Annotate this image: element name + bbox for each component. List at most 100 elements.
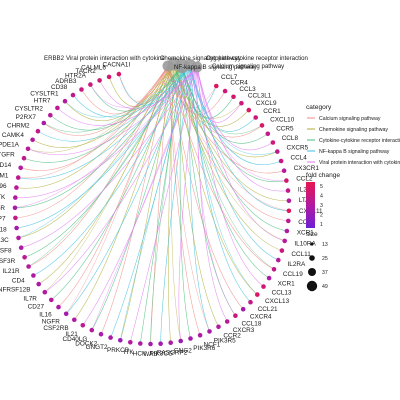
gene-node-ccl7 <box>214 83 219 89</box>
gene-node-pik3r5 <box>207 329 212 334</box>
fold-change-tick-label-5: 5 <box>320 184 323 190</box>
gene-label-cd38: CD38 <box>51 84 68 91</box>
legend: category Calcium signaling pathway Chemok… <box>306 104 400 292</box>
edge-ccr2 <box>173 63 219 327</box>
gene-node-cd27 <box>49 297 54 303</box>
edge-bmp7 <box>15 65 169 219</box>
gene-node-xcr1 <box>284 228 290 234</box>
category-legend-label-viral-protein-interaction-with-cytokine: Viral protein interaction with cytokine <box>319 160 400 166</box>
gene-label-cxcl10: CXCL10 <box>270 116 295 123</box>
gene-node-ccl2 <box>284 178 289 183</box>
edge-ccl13 <box>196 66 264 287</box>
gene-node-itk <box>128 340 133 345</box>
gene-label-bmp7: BMP7 <box>0 216 6 223</box>
size-legend-label-25: 25 <box>322 256 328 262</box>
edge-cxcl13 <box>173 63 258 295</box>
gene-label-ccr2: CCR2 <box>223 333 241 340</box>
gene-label-gngt2: GNGT2 <box>86 344 108 351</box>
gene-node-was <box>148 341 153 347</box>
gene-node-ngfr <box>63 311 69 317</box>
edge-cxcl11 <box>189 64 289 212</box>
size-legend-label-49: 49 <box>322 284 328 290</box>
gene-label-ccr5: CCR5 <box>276 125 294 132</box>
gene-node-layer <box>12 71 292 347</box>
gene-label-pik3r6: PIK3R6 <box>193 345 215 352</box>
gene-label-il2ra: IL2RA <box>288 261 306 268</box>
gene-node-ccl4 <box>278 158 284 164</box>
gene-label-pik3r5: PIK3R5 <box>214 337 236 344</box>
edge-dock2 <box>100 65 169 335</box>
gene-label-btk: BTK <box>0 194 6 201</box>
gene-node-p2rx7 <box>41 120 47 126</box>
gene-label-ccl21: CCL21 <box>258 306 278 313</box>
edge-xcr1 <box>181 65 287 232</box>
fold-change-tick-label-1: 1 <box>320 222 323 228</box>
gene-node-ccr1 <box>253 115 258 120</box>
gene-label-ccl11: CCL11 <box>291 251 311 258</box>
gene-node-gngt2 <box>108 335 113 340</box>
category-label-erbb2: ERBB2 <box>44 55 65 62</box>
gene-node-cx3cr1 <box>281 168 287 173</box>
edge-tacr2 <box>99 66 198 110</box>
gene-label-ccl2: CCL2 <box>296 176 313 183</box>
gene-node-lta <box>286 198 292 203</box>
edge-tnfsf8 <box>21 66 198 248</box>
size-legend: size 13 25 37 49 <box>306 231 328 292</box>
gene-node-ccr2 <box>216 324 221 330</box>
gene-node-cd40lg <box>89 327 95 333</box>
gene-node-adrb3 <box>79 87 84 92</box>
edge-ccr7 <box>167 65 289 222</box>
edge-il2ra <box>189 64 279 261</box>
gene-label-was: WAS <box>143 351 157 358</box>
edge-tnfsf18 <box>16 64 191 229</box>
gene-label-csf2rb: CSF2RB <box>43 325 68 332</box>
gene-node-hck <box>138 341 143 346</box>
gene-node-tnfrsf12b <box>36 281 41 287</box>
gene-node-il7r <box>42 289 48 295</box>
gene-label-il16: IL16 <box>39 311 52 318</box>
gene-label-ccl8: CCL8 <box>282 135 299 142</box>
edge-htr2a <box>90 65 183 112</box>
gene-label-il21: IL21 <box>65 331 78 338</box>
category-hub-viral-protein-interaction-with-cytokine <box>191 61 203 73</box>
gene-node-camk4 <box>30 137 35 143</box>
size-legend-dot-49 <box>306 280 318 292</box>
gene-node-tnfsf18 <box>14 225 19 231</box>
edge-ccl3 <box>181 65 234 119</box>
gene-label-cxcr5: CXCR5 <box>287 145 309 152</box>
fold-change-legend-title: fold change <box>306 172 340 179</box>
edge-p2rx7 <box>43 65 169 136</box>
gene-node-il21r <box>26 264 31 269</box>
edge-cxcr5 <box>173 63 278 158</box>
size-legend-label-37: 37 <box>322 270 328 276</box>
size-legend-title: size <box>306 231 318 238</box>
gene-node-cysltr1 <box>62 98 68 104</box>
edge-gngt2 <box>110 64 191 338</box>
gene-label-xcr1: XCR1 <box>278 280 295 287</box>
gene-node-btk <box>13 195 18 200</box>
gene-label-ncf1: NCF1 <box>204 342 221 349</box>
gene-node-cxcl10 <box>259 123 265 128</box>
edge-secondary-ccl18 <box>196 66 236 316</box>
gene-label-cd27: CD27 <box>28 304 45 311</box>
edge-secondary-vcam1 <box>18 65 169 179</box>
gene-label-cxcr4: CXCR4 <box>250 314 272 321</box>
edge-il21 <box>82 66 198 326</box>
gene-label-ly96: LY96 <box>0 183 7 190</box>
gene-node-cxcr4 <box>240 306 246 312</box>
gene-label-hck: HCK <box>133 351 147 358</box>
gene-node-ncf1 <box>197 333 203 338</box>
edge-calml6 <box>108 63 175 107</box>
gene-node-il24 <box>285 188 291 193</box>
edge-il7r <box>44 66 198 293</box>
edge-pik3r5 <box>189 64 210 332</box>
gene-node-csf2rb <box>72 317 77 323</box>
edge-cd27 <box>51 65 183 301</box>
gene-node-vcam1 <box>15 175 21 180</box>
edge-csf3r <box>24 65 183 258</box>
gene-label-cxcr3: CXCR3 <box>233 327 255 334</box>
gene-node-il21 <box>80 323 86 328</box>
size-legend-dot-37 <box>308 268 316 276</box>
gene-label-pik3cg: PIK3CG <box>149 351 172 358</box>
gene-node-csf3r <box>22 254 27 260</box>
